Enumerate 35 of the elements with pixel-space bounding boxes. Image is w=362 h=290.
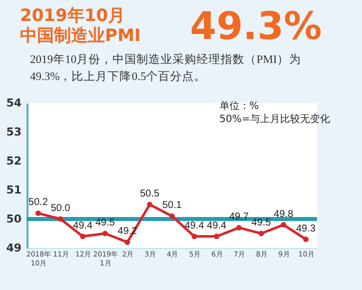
annotation: 单位：% [219, 100, 260, 113]
point [214, 234, 220, 240]
y-tick-label: 49 [6, 242, 22, 254]
text: 49.5 [95, 218, 115, 228]
point [303, 236, 309, 242]
point [35, 210, 41, 216]
text: 50.0 [50, 203, 70, 214]
y-tick-label: 50 [6, 212, 22, 226]
point [169, 213, 175, 219]
y-tick-label: 53 [6, 126, 22, 138]
y-tick-label: 51 [6, 184, 22, 196]
text: 49.5 [251, 218, 271, 228]
point [124, 239, 130, 245]
point [146, 202, 152, 208]
chart-title: 2019年10月中国制造业PMI [20, 6, 141, 46]
point [192, 234, 198, 240]
chart-subtitle: 2019年10月份，中国制造业采购经理指数（PMI）为49.3%，比上月下降0.5个百分点。 [30, 52, 302, 85]
point [80, 234, 86, 240]
text: 50.2 [28, 197, 48, 208]
y-tick-label: 54 [6, 96, 22, 110]
text: 49.4 [184, 220, 204, 232]
text: 49.4 [73, 220, 93, 232]
annotation: 50%=与上月比较无变化 [219, 113, 330, 126]
text: 49.8 [274, 208, 294, 220]
point [280, 222, 286, 228]
text: 49.4 [206, 220, 226, 232]
y-tick-label: 52 [6, 154, 22, 168]
text: 50.1 [162, 200, 182, 212]
point [258, 230, 264, 236]
point [58, 216, 64, 222]
point [236, 224, 242, 230]
text: 49.3% [190, 4, 322, 48]
point [102, 230, 108, 236]
text: 50.5 [140, 188, 160, 200]
text: 49.3 [296, 223, 316, 234]
